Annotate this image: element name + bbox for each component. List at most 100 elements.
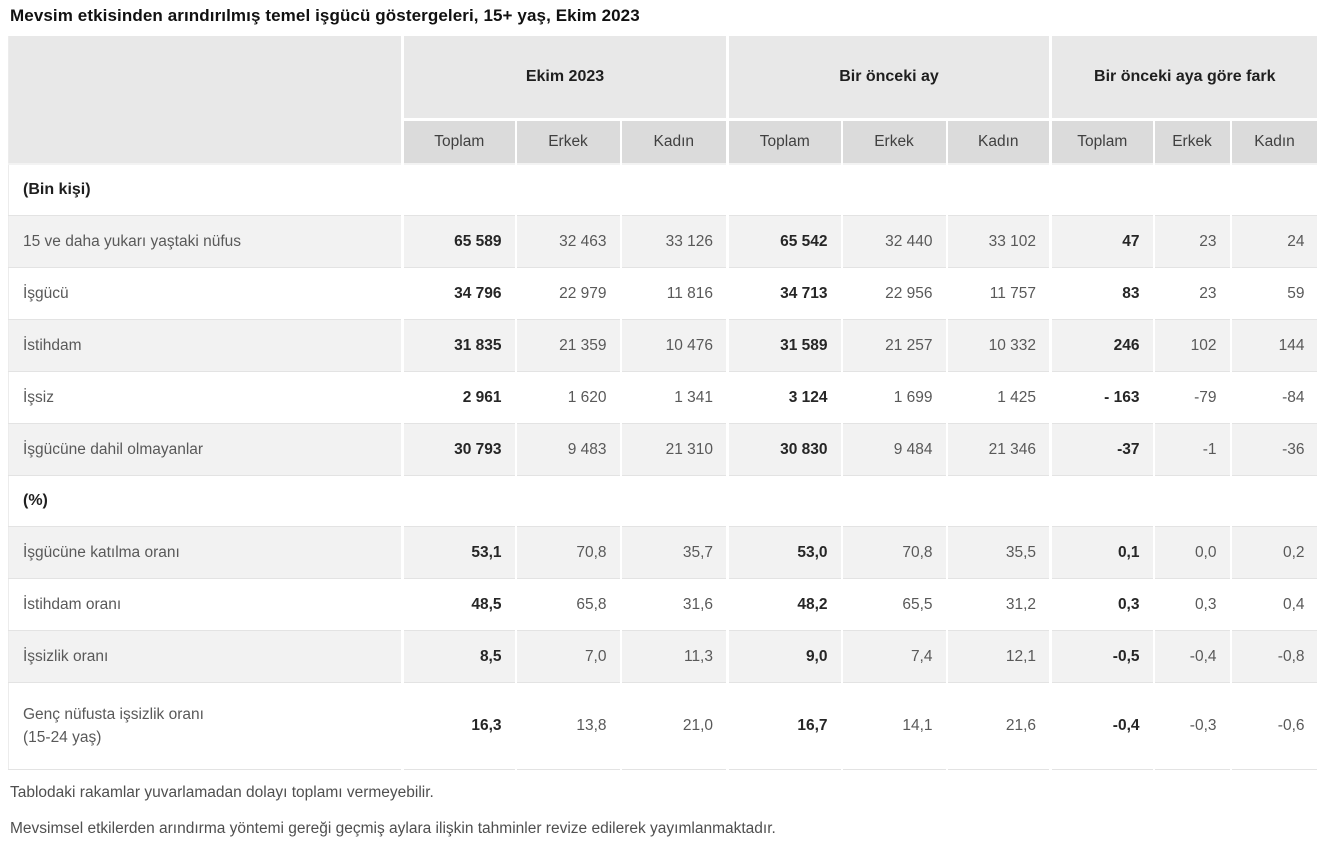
cell-value: 34 796: [401, 267, 516, 320]
sub-column-header-erkek: Erkek: [840, 118, 947, 164]
table-row: Genç nüfusta işsizlik oranı (15-24 yaş) …: [8, 682, 1317, 770]
cell-value: 59: [1229, 267, 1317, 320]
cell-value: -0,6: [1229, 682, 1317, 770]
section-header-percent: (%): [8, 475, 1317, 527]
cell-value: 13,8: [514, 682, 621, 770]
cell-value: - 163: [1049, 371, 1154, 424]
cell-value: 53,1: [401, 526, 516, 579]
cell-value: -0,4: [1152, 630, 1231, 683]
cell-value: 23: [1152, 215, 1231, 268]
section-header-bin-kisi: (Bin kişi): [8, 164, 1317, 216]
row-label: İşgücüne katılma oranı: [8, 526, 403, 579]
row-label: İşgücüne dahil olmayanlar: [8, 423, 403, 476]
cell-value: 24: [1229, 215, 1317, 268]
cell-value: 21 359: [514, 319, 621, 372]
cell-value: -79: [1152, 371, 1231, 424]
cell-value: 22 956: [840, 267, 947, 320]
table-row: İşgücü 34 796 22 979 11 816 34 713 22 95…: [8, 267, 1317, 320]
cell-value: 11,3: [619, 630, 728, 683]
cell-value: 65 589: [401, 215, 516, 268]
row-label: İstihdam oranı: [23, 595, 122, 613]
sub-column-header-kadin: Kadın: [1229, 118, 1317, 164]
cell-value: -0,5: [1049, 630, 1154, 683]
table-body: (Bin kişi) 15 ve daha yukarı yaştaki nüf…: [8, 164, 1317, 770]
cell-value: -0,3: [1152, 682, 1231, 770]
sub-column-header-erkek: Erkek: [514, 118, 621, 164]
table-row: İşgücüne dahil olmayanlar 30 793 9 483 2…: [8, 423, 1317, 476]
section-header-row: (%): [8, 475, 1317, 527]
cell-value: 246: [1049, 319, 1154, 372]
cell-value: 10 476: [619, 319, 728, 372]
cell-value: 65,8: [514, 578, 621, 631]
cell-value: 0,1: [1049, 526, 1154, 579]
cell-value: 53,0: [726, 526, 842, 579]
sub-column-header-kadin: Kadın: [619, 118, 728, 164]
cell-value: 10 332: [945, 319, 1051, 372]
cell-value: 31 835: [401, 319, 516, 372]
column-group-header-ekim-2023: Ekim 2023: [401, 36, 728, 120]
row-label: İşgücü: [23, 284, 69, 302]
row-label: İstihdam: [8, 319, 403, 372]
table-row: 15 ve daha yukarı yaştaki nüfus 65 589 3…: [8, 215, 1317, 268]
cell-value: 7,4: [840, 630, 947, 683]
table-row: İşsiz 2 961 1 620 1 341 3 124 1 699 1 42…: [8, 371, 1317, 424]
sub-column-row: Toplam Erkek Kadın Toplam Erkek Kadın To…: [9, 118, 1317, 164]
cell-value: 12,1: [945, 630, 1051, 683]
table-row: İşsizlik oranı 8,5 7,0 11,3 9,0 7,4 12,1…: [8, 630, 1317, 683]
table-row: İşgücüne katılma oranı 53,1 70,8 35,7 53…: [8, 526, 1317, 579]
cell-value: 21,6: [945, 682, 1051, 770]
table-row: İstihdam 31 835 21 359 10 476 31 589 21 …: [8, 319, 1317, 372]
cell-value: 8,5: [401, 630, 516, 683]
column-group-header-fark: Bir önceki aya göre fark: [1048, 36, 1317, 120]
cell-value: 11 757: [945, 267, 1051, 320]
cell-value: 30 830: [726, 423, 842, 476]
cell-value: 65 542: [726, 215, 842, 268]
table-row: İstihdam oranı 48,5 65,8 31,6 48,2 65,5 …: [8, 578, 1317, 631]
cell-value: 22 979: [514, 267, 621, 320]
cell-value: 35,5: [945, 526, 1051, 579]
cell-value: 33 126: [619, 215, 728, 268]
sub-column-header-erkek: Erkek: [1152, 118, 1231, 164]
cell-value: 102: [1152, 319, 1231, 372]
column-group-row: Ekim 2023 Bir önceki ay Bir önceki aya g…: [8, 36, 1317, 164]
cell-value: 0,3: [1049, 578, 1154, 631]
cell-value: 23: [1152, 267, 1231, 320]
cell-value: 7,0: [514, 630, 621, 683]
cell-value: 16,7: [726, 682, 842, 770]
cell-value: 30 793: [401, 423, 516, 476]
cell-value: 21 346: [945, 423, 1051, 476]
cell-value: -0,8: [1229, 630, 1317, 683]
cell-value: 33 102: [945, 215, 1051, 268]
sub-column-header-toplam: Toplam: [726, 118, 842, 164]
cell-value: 65,5: [840, 578, 947, 631]
cell-value: 31,6: [619, 578, 728, 631]
cell-value: 21 257: [840, 319, 947, 372]
corner-cell: [8, 36, 403, 164]
table-header: Ekim 2023 Bir önceki ay Bir önceki aya g…: [8, 36, 1317, 164]
cell-value: 2 961: [401, 371, 516, 424]
cell-value: 47: [1049, 215, 1154, 268]
section-header-row: (Bin kişi): [8, 164, 1317, 216]
cell-value: 70,8: [840, 526, 947, 579]
row-label: İşsizlik oranı: [8, 630, 403, 683]
cell-value: 144: [1229, 319, 1317, 372]
footnote-revision: Mevsimsel etkilerden arındırma yöntemi g…: [10, 820, 776, 837]
cell-value: 1 699: [840, 371, 947, 424]
cell-value: -1: [1152, 423, 1231, 476]
cell-value: -37: [1049, 423, 1154, 476]
cell-value: 34 713: [726, 267, 842, 320]
cell-value: 0,0: [1152, 526, 1231, 579]
sub-column-header-kadin: Kadın: [945, 118, 1051, 164]
cell-value: 21,0: [619, 682, 728, 770]
row-label: 15 ve daha yukarı yaştaki nüfus: [8, 215, 403, 268]
cell-value: 9,0: [726, 630, 842, 683]
sub-column-header-toplam: Toplam: [1049, 118, 1154, 164]
cell-value: 1 425: [945, 371, 1051, 424]
page: Mevsim etkisinden arındırılmış temel işg…: [0, 6, 1317, 838]
cell-value: 48,2: [726, 578, 842, 631]
cell-value: 48,5: [401, 578, 516, 631]
cell-value: 32 463: [514, 215, 621, 268]
cell-value: 3 124: [726, 371, 842, 424]
cell-value: 70,8: [514, 526, 621, 579]
cell-value: 9 484: [840, 423, 947, 476]
